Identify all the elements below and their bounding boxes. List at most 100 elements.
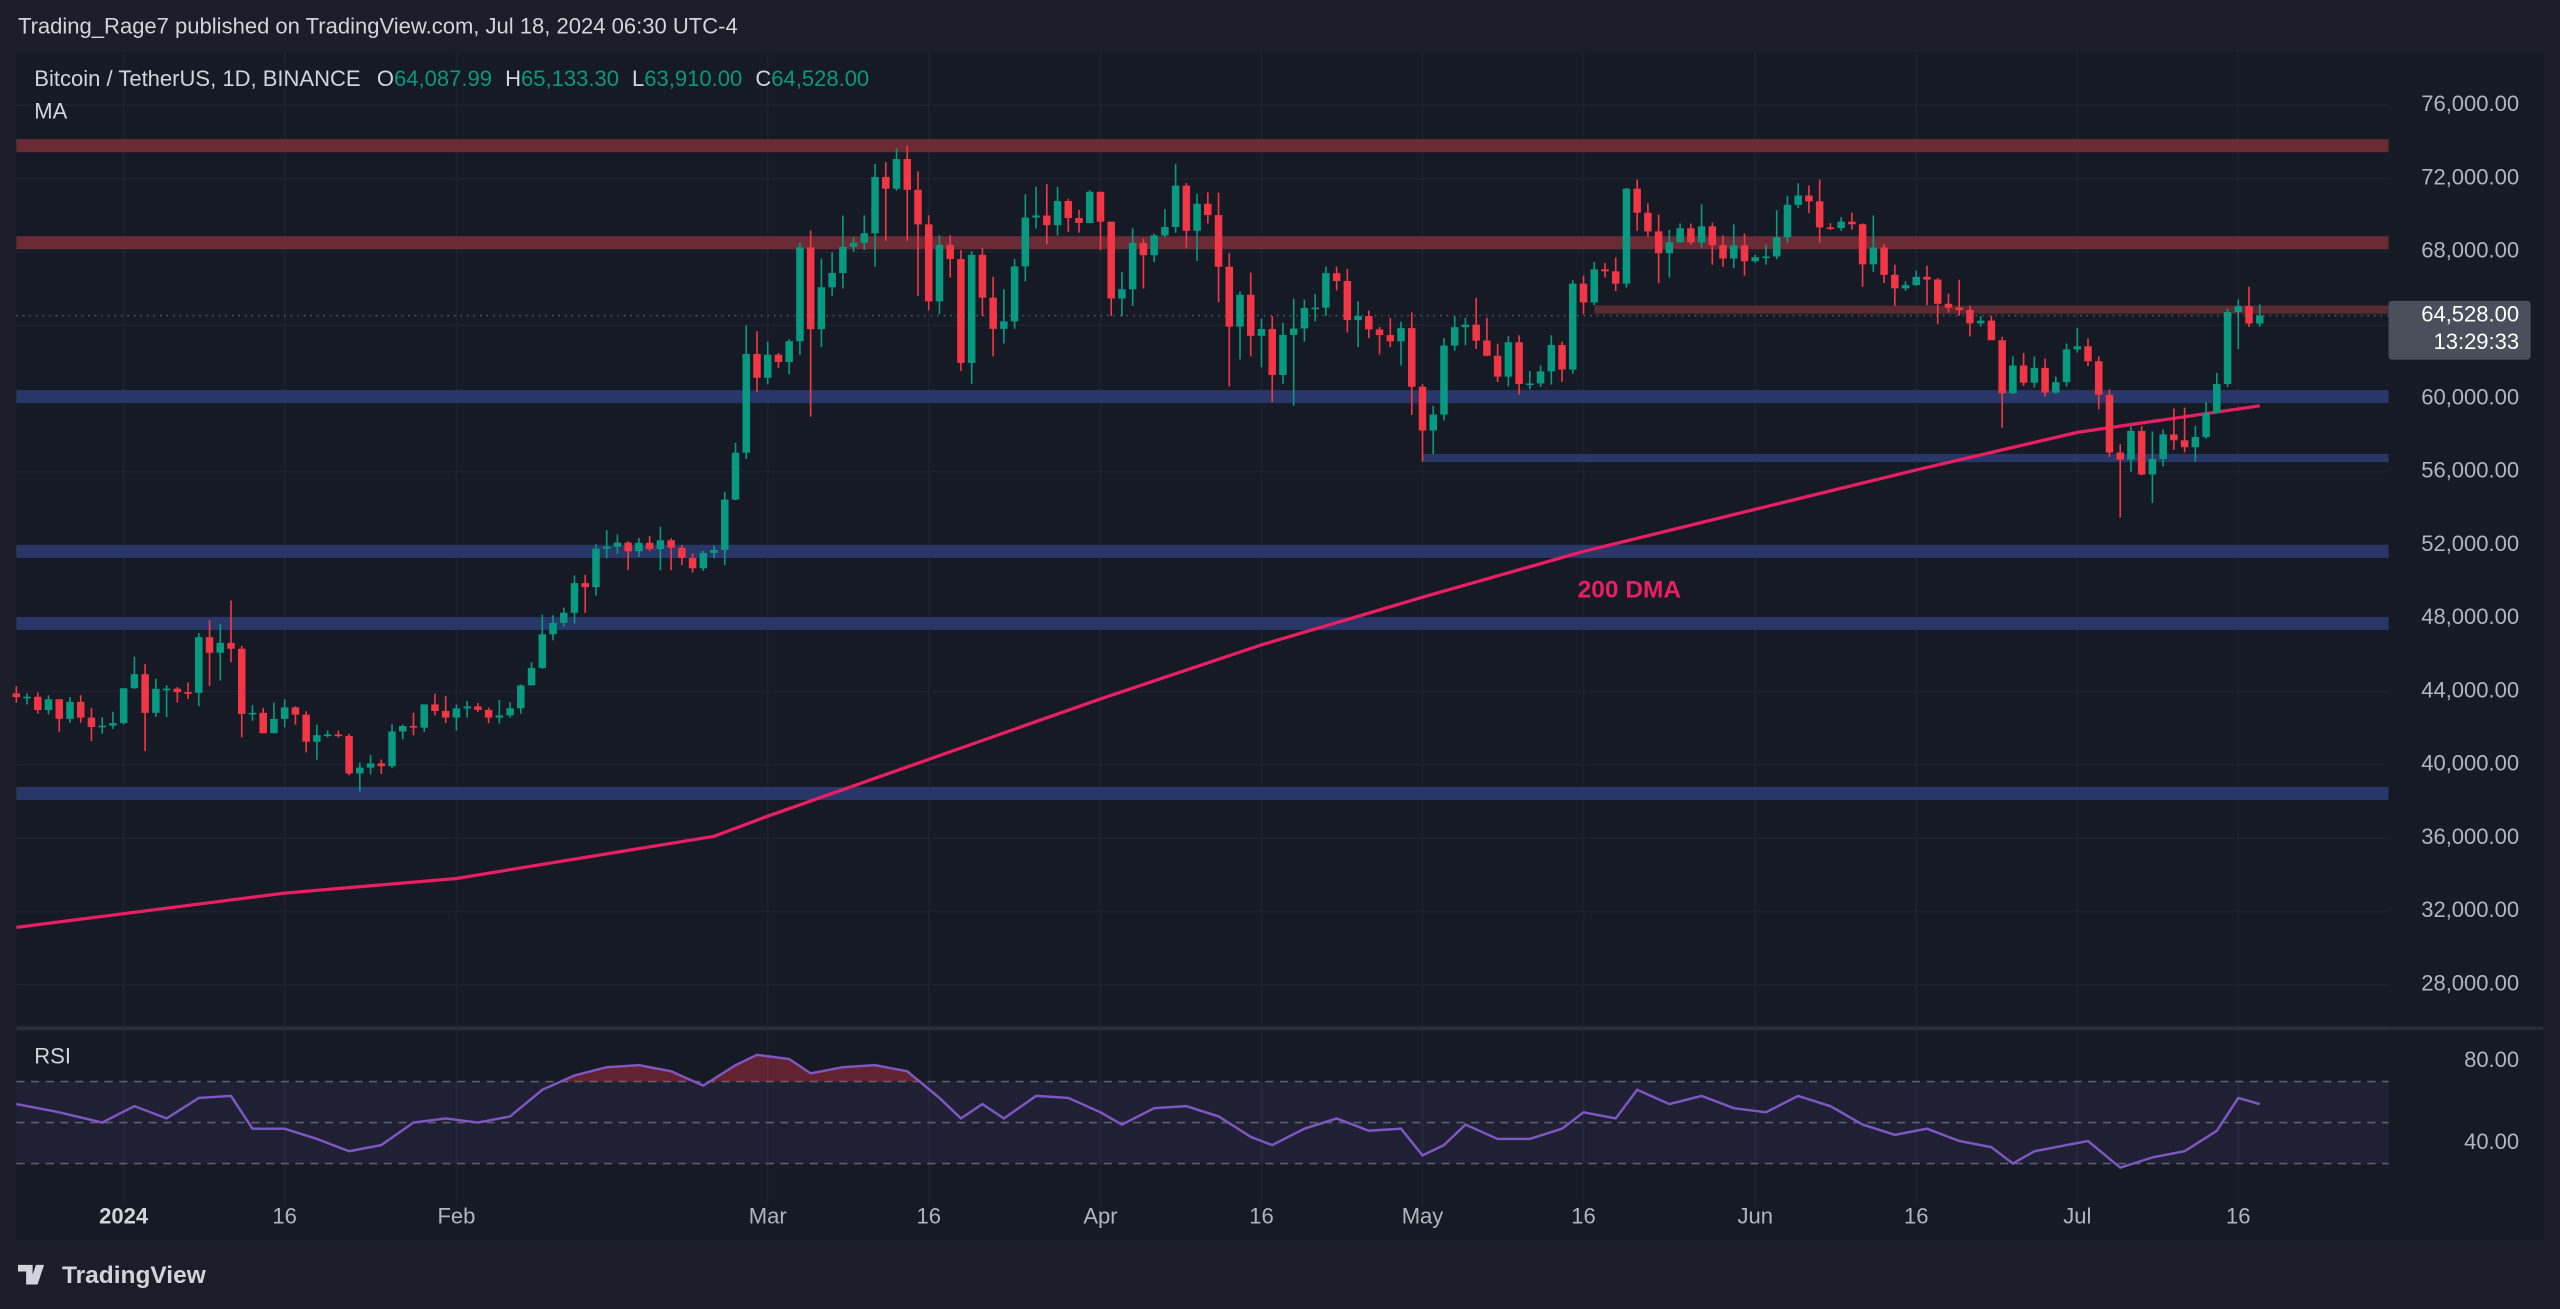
candle-body bbox=[1053, 200, 1062, 226]
candle-body bbox=[2137, 430, 2146, 475]
zone bbox=[16, 390, 2389, 404]
candle-body bbox=[1740, 245, 1749, 262]
candle-body bbox=[2084, 346, 2092, 362]
candle-body bbox=[1182, 185, 1191, 231]
rsi-line bbox=[16, 1053, 2261, 1170]
candle-body bbox=[1579, 283, 1588, 303]
x-tick-label: 16 bbox=[2226, 1203, 2251, 1228]
candle-body bbox=[1848, 221, 1856, 225]
candle-body bbox=[398, 726, 407, 732]
last-price-box bbox=[2388, 300, 2531, 360]
candle-body bbox=[613, 542, 622, 547]
candle-body bbox=[1118, 289, 1126, 299]
candle-body bbox=[1762, 256, 1770, 259]
price-pane bbox=[16, 52, 2389, 1026]
candle-body bbox=[721, 499, 729, 550]
candle-body bbox=[2148, 458, 2157, 475]
candle-body bbox=[1880, 247, 1888, 275]
moving-average bbox=[16, 404, 2260, 929]
candle-body bbox=[1815, 201, 1824, 228]
candle-body bbox=[1622, 188, 1631, 284]
candle-body bbox=[1526, 383, 1534, 386]
candle-body bbox=[1891, 274, 1899, 289]
candle-body bbox=[1214, 215, 1223, 267]
candle-body bbox=[441, 711, 450, 718]
candle-body bbox=[1429, 414, 1437, 431]
x-tick-label: Mar bbox=[749, 1203, 787, 1228]
candle-body bbox=[763, 354, 772, 378]
legend-value: 63,910.00 bbox=[644, 66, 742, 91]
candle-body bbox=[517, 685, 525, 709]
candle-body bbox=[1375, 329, 1384, 336]
candle-body bbox=[1150, 235, 1158, 256]
candle-body bbox=[495, 715, 504, 718]
x-tick-label: Jul bbox=[2063, 1203, 2091, 1228]
candle-body bbox=[302, 714, 310, 742]
candle-body bbox=[796, 247, 804, 342]
price-axis bbox=[2388, 52, 2544, 1241]
candle-body bbox=[1955, 307, 1963, 310]
candle-body bbox=[409, 726, 418, 728]
candle-body bbox=[1483, 340, 1491, 356]
candle-body bbox=[1976, 320, 1985, 324]
candle-body bbox=[1536, 371, 1545, 384]
y-tick-label: 44,000.00 bbox=[2421, 677, 2519, 702]
candle-body bbox=[1633, 188, 1641, 213]
candle-body bbox=[592, 548, 600, 588]
candle-body bbox=[839, 246, 847, 273]
candle-body bbox=[377, 763, 386, 767]
candle-body bbox=[388, 731, 396, 767]
y-tick-label: 60,000.00 bbox=[2421, 384, 2519, 409]
candle-body bbox=[87, 717, 96, 727]
legend-key: H bbox=[505, 66, 521, 91]
candle-body bbox=[1601, 269, 1609, 272]
logo-mark bbox=[17, 1264, 45, 1285]
candle-body bbox=[1590, 269, 1599, 303]
candle-body bbox=[66, 701, 74, 719]
candle-body bbox=[1289, 328, 1298, 335]
candle-body bbox=[1751, 257, 1760, 262]
x-tick-label: Feb bbox=[437, 1203, 475, 1228]
candle-body bbox=[2094, 361, 2103, 395]
x-tick-label: 16 bbox=[1571, 1203, 1596, 1228]
candle-body bbox=[978, 254, 987, 298]
candle-body bbox=[1472, 324, 1480, 341]
overbought-fill bbox=[560, 1054, 920, 1082]
candle-body bbox=[2234, 306, 2243, 313]
y-tick-label: 56,000.00 bbox=[2421, 458, 2519, 483]
x-tick-label: 16 bbox=[1249, 1203, 1274, 1228]
candle-body bbox=[1311, 307, 1319, 310]
zone bbox=[1422, 453, 2389, 463]
candle-body bbox=[259, 712, 267, 734]
candle-body bbox=[109, 723, 117, 726]
candle-body bbox=[313, 735, 321, 742]
candle-body bbox=[560, 612, 568, 623]
candle-body bbox=[506, 708, 514, 716]
candle-body bbox=[828, 272, 836, 288]
candle-body bbox=[1858, 224, 1867, 265]
candle-body bbox=[882, 176, 890, 189]
candle-body bbox=[2030, 367, 2039, 383]
candle-body bbox=[1719, 245, 1727, 259]
candle-body bbox=[1461, 324, 1470, 328]
candle-body bbox=[76, 701, 85, 718]
y-tick-label: 40,000.00 bbox=[2421, 751, 2519, 776]
chart-layer: 2024 16 Feb Mar 16 Apr 16 May 16 Jun 16 Jul 16 28,000… bbox=[12, 52, 2531, 1228]
candle-body bbox=[1032, 215, 1040, 218]
candle-body bbox=[162, 688, 171, 691]
y-tick-label: 68,000.00 bbox=[2421, 238, 2519, 263]
candle-body bbox=[2127, 430, 2135, 460]
candle-body bbox=[892, 159, 901, 189]
candle-body bbox=[935, 244, 944, 302]
candle-body bbox=[1654, 231, 1663, 254]
x-tick-label: 16 bbox=[916, 1203, 941, 1228]
candle-body bbox=[581, 583, 589, 588]
candle-body bbox=[366, 763, 375, 768]
candle-body bbox=[1998, 340, 2006, 394]
candle-body bbox=[1300, 307, 1309, 329]
legend-title: Bitcoin / TetherUS, 1D, BINANCE bbox=[34, 66, 360, 91]
candle-body bbox=[1440, 345, 1448, 415]
candle-body bbox=[1676, 228, 1684, 243]
zone bbox=[16, 236, 2389, 250]
